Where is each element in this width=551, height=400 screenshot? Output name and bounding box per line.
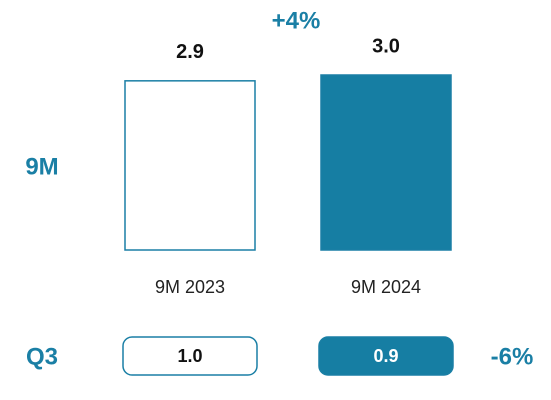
row-label: 9M [25, 153, 58, 180]
value-label: 3.0 [372, 35, 400, 57]
bar [320, 74, 452, 251]
value-label: 0.9 [373, 346, 398, 366]
category-label: 9M 2023 [155, 277, 225, 297]
bar [124, 80, 256, 251]
annotation: -6% [491, 343, 534, 370]
category-label: 9M 2024 [351, 277, 421, 297]
tile [122, 336, 258, 376]
value-label: 1.0 [177, 346, 202, 366]
value-label: 2.9 [176, 41, 204, 63]
tile [318, 336, 454, 376]
row-label: Q3 [26, 343, 58, 370]
annotation: +4% [272, 7, 321, 34]
